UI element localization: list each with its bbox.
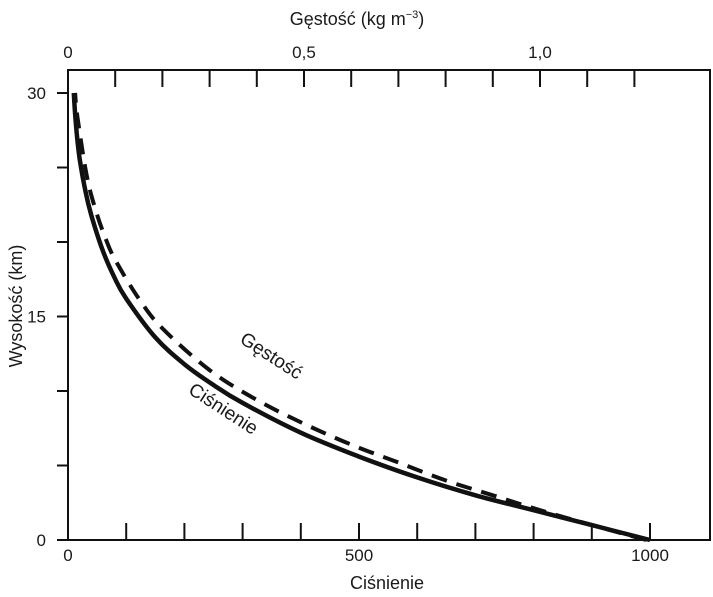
- left-tick-label: 30: [27, 84, 46, 103]
- bottom-tick-label: 0: [63, 546, 72, 565]
- bottom-axis-ticks: [125, 523, 651, 540]
- top-tick-label: 1,0: [528, 43, 552, 62]
- top-tick-label: 0,5: [292, 43, 316, 62]
- left-axis-ticks: [57, 92, 68, 541]
- y-axis-title: Wysokość (km): [6, 245, 26, 368]
- data-series: [71, 92, 651, 543]
- plot-frame: [67, 69, 711, 541]
- left-tick-label: 15: [27, 308, 46, 327]
- cisnienie-series-line: [71, 92, 651, 543]
- left-tick-label: 0: [37, 531, 46, 550]
- top-tick-label: 0: [63, 43, 72, 62]
- gestosc-series-line: [73, 92, 647, 542]
- bottom-axis-title: Ciśnienie: [350, 573, 424, 593]
- tick-labels: 0 500 1000 0 0,5 1,0 0 15 30: [27, 43, 669, 565]
- bottom-tick-label: 1000: [631, 546, 669, 565]
- gestosc-curve-label: Gęstość: [236, 329, 306, 385]
- top-axis-ticks: [114, 70, 636, 87]
- top-axis-title: Gęstość (kg m−3): [290, 9, 425, 29]
- bottom-tick-label: 500: [345, 546, 373, 565]
